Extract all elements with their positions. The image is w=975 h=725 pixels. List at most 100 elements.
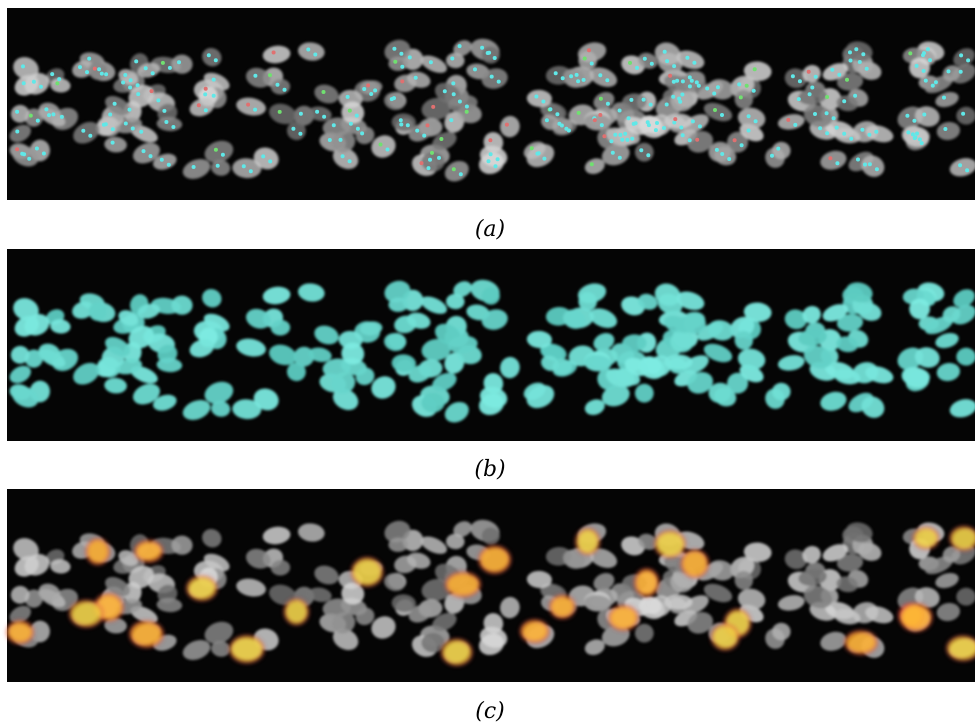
spot xyxy=(35,147,39,151)
spot xyxy=(557,122,561,126)
spot xyxy=(15,130,19,134)
spot xyxy=(393,60,397,64)
spot xyxy=(856,158,860,162)
spot xyxy=(605,78,609,82)
spot xyxy=(21,64,25,68)
spot xyxy=(131,127,135,131)
spot xyxy=(299,112,303,116)
spot xyxy=(422,134,426,138)
spot xyxy=(459,172,463,176)
highlight xyxy=(521,621,548,643)
spot xyxy=(494,164,498,168)
spot xyxy=(192,165,196,169)
spot xyxy=(29,114,33,118)
spot xyxy=(776,147,780,151)
spot xyxy=(609,139,613,143)
highlight xyxy=(135,541,162,561)
spot xyxy=(943,127,947,131)
spot xyxy=(360,131,364,135)
spot xyxy=(874,130,878,134)
spot xyxy=(905,114,909,118)
spot xyxy=(420,161,424,165)
spot xyxy=(680,93,684,97)
highlight xyxy=(352,558,382,585)
spot xyxy=(720,152,724,156)
spot xyxy=(837,73,841,77)
spot xyxy=(697,84,701,88)
spot xyxy=(662,126,666,130)
spot xyxy=(688,84,692,88)
spot xyxy=(431,105,435,109)
spot xyxy=(242,164,246,168)
spot xyxy=(386,148,390,152)
highlight xyxy=(7,621,32,643)
spot xyxy=(679,126,683,130)
spot xyxy=(47,113,51,117)
spot xyxy=(214,58,218,62)
spot xyxy=(906,130,910,134)
spot xyxy=(415,129,419,133)
spot xyxy=(149,154,153,158)
spot xyxy=(942,96,946,100)
spot xyxy=(283,88,287,92)
spot xyxy=(214,148,218,152)
spot xyxy=(576,79,580,83)
spot xyxy=(690,79,694,83)
spot xyxy=(650,62,654,66)
spot xyxy=(677,97,681,101)
spot xyxy=(355,114,359,118)
spot xyxy=(322,115,326,119)
spot xyxy=(875,167,879,171)
spot xyxy=(216,164,220,168)
spot xyxy=(123,73,127,77)
spot xyxy=(373,88,377,92)
spot xyxy=(611,151,615,155)
panel-b xyxy=(7,249,975,441)
spot xyxy=(966,58,970,62)
spot xyxy=(136,83,140,87)
highlight xyxy=(948,637,975,660)
spot xyxy=(362,87,366,91)
spot xyxy=(162,109,166,113)
spot xyxy=(924,79,928,83)
spot xyxy=(39,85,43,89)
spot xyxy=(618,133,622,137)
spot xyxy=(268,159,272,163)
page: (a) (b) (c) (() => { const data = JSON.p… xyxy=(0,0,975,725)
spot xyxy=(465,110,469,114)
spot xyxy=(926,47,930,51)
spot xyxy=(278,110,282,114)
spot xyxy=(78,65,82,69)
spot xyxy=(487,159,491,163)
spot xyxy=(672,121,676,125)
spot xyxy=(965,168,969,172)
spot xyxy=(530,146,534,150)
highlight xyxy=(130,622,162,647)
nucleus xyxy=(421,393,444,413)
spot xyxy=(261,154,265,158)
spot xyxy=(60,115,64,119)
spot xyxy=(575,73,579,77)
highlight xyxy=(576,529,599,554)
spot xyxy=(582,78,586,82)
spot xyxy=(339,138,343,142)
nucleus xyxy=(664,594,693,609)
spot xyxy=(646,120,650,124)
spot xyxy=(253,108,257,112)
spot xyxy=(113,102,117,106)
spot xyxy=(618,109,622,113)
spot xyxy=(835,126,839,130)
nucleus xyxy=(622,334,647,351)
spot xyxy=(554,71,558,75)
spot xyxy=(253,74,257,78)
spot xyxy=(561,76,565,80)
spot xyxy=(908,51,912,55)
spot xyxy=(545,118,549,122)
spot xyxy=(863,163,867,167)
spot xyxy=(747,114,751,118)
spot xyxy=(124,122,128,126)
spot xyxy=(915,132,919,136)
caption: (b) xyxy=(474,457,505,482)
spot xyxy=(249,169,253,173)
spot xyxy=(832,116,836,120)
